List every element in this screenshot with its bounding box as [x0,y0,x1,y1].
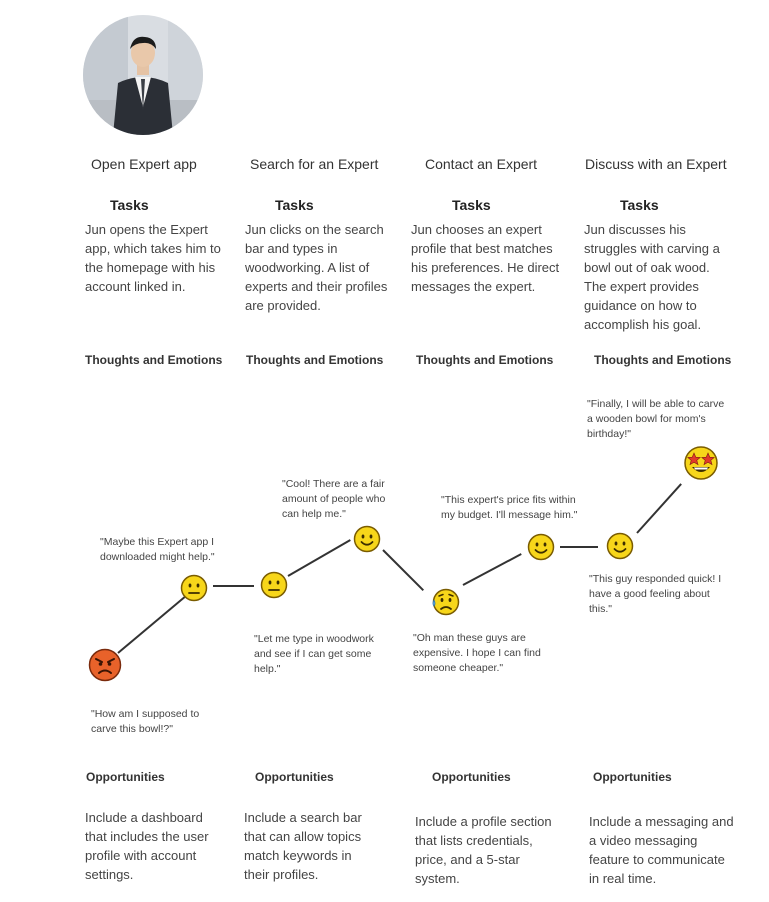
smiling-face-icon [527,533,555,561]
neutral-face-icon [180,574,208,602]
worried-face-icon [432,588,460,616]
tasks-text-2: Jun clicks on the search bar and types i… [245,222,388,313]
stage-title-2: Search for an Expert [250,156,379,172]
stage-title-1: Open Expert app [91,156,197,172]
person-photo [83,15,203,135]
tasks-heading-2: Tasks [275,197,314,213]
stage-title-4: Discuss with an Expert [585,156,727,172]
tasks-heading-1: Tasks [110,197,149,213]
emotion-connector [117,594,188,654]
opportunities-heading-3: Opportunities [432,770,511,784]
emotion-quote-6: "This expert's price fits within my budg… [441,494,578,521]
emotion-connector [213,585,254,587]
emotion-quote-8: "Finally, I will be able to carve a wood… [587,398,725,440]
emotion-quote-1: "How am I supposed to carve this bowl!?" [91,708,200,735]
stage-title-3: Contact an Expert [425,156,538,172]
emotion-connector [560,546,598,548]
tasks-text-4: Jun discusses his struggles with carving… [584,222,720,332]
emotion-connector [287,539,351,577]
emotion-quote-3: "Let me type in woodwork and see if I ca… [254,633,374,675]
emotion-quote-4: "Cool! There are a fair amount of people… [282,478,386,520]
star-struck-face-icon [684,446,718,480]
smiling-face-icon [353,525,381,553]
emotion-connector [382,549,425,592]
avatar [83,15,203,135]
thoughts-heading-4: Thoughts and Emotions [594,353,732,367]
smiling-face-icon [606,532,634,560]
tasks-text-1: Jun opens the Expert app, which takes hi… [85,222,221,294]
thoughts-heading-2: Thoughts and Emotions [246,353,384,367]
opportunities-heading-1: Opportunities [86,770,165,784]
thoughts-heading-1: Thoughts and Emotions [85,353,223,367]
opportunity-text-1: Include a dashboard that includes the us… [85,810,209,882]
opportunity-text-3: Include a profile section that lists cre… [415,814,552,886]
emotion-quote-5: "Oh man these guys are expensive. I hope… [413,632,541,674]
emotion-connector [462,553,522,586]
tasks-heading-3: Tasks [452,197,491,213]
tasks-text-3: Jun chooses an expert profile that best … [411,222,560,294]
opportunities-heading-2: Opportunities [255,770,334,784]
emotion-connector [636,483,682,534]
opportunity-text-4: Include a messaging and a video messagin… [589,814,734,886]
angry-face-icon [88,648,122,682]
opportunity-text-2: Include a search bar that can allow topi… [244,810,362,882]
thoughts-heading-3: Thoughts and Emotions [416,353,554,367]
neutral-face-icon [260,571,288,599]
tasks-heading-4: Tasks [620,197,659,213]
emotion-quote-7: "This guy responded quick! I have a good… [589,573,722,615]
opportunities-heading-4: Opportunities [593,770,672,784]
emotion-quote-2: "Maybe this Expert app I downloaded migh… [100,536,215,563]
